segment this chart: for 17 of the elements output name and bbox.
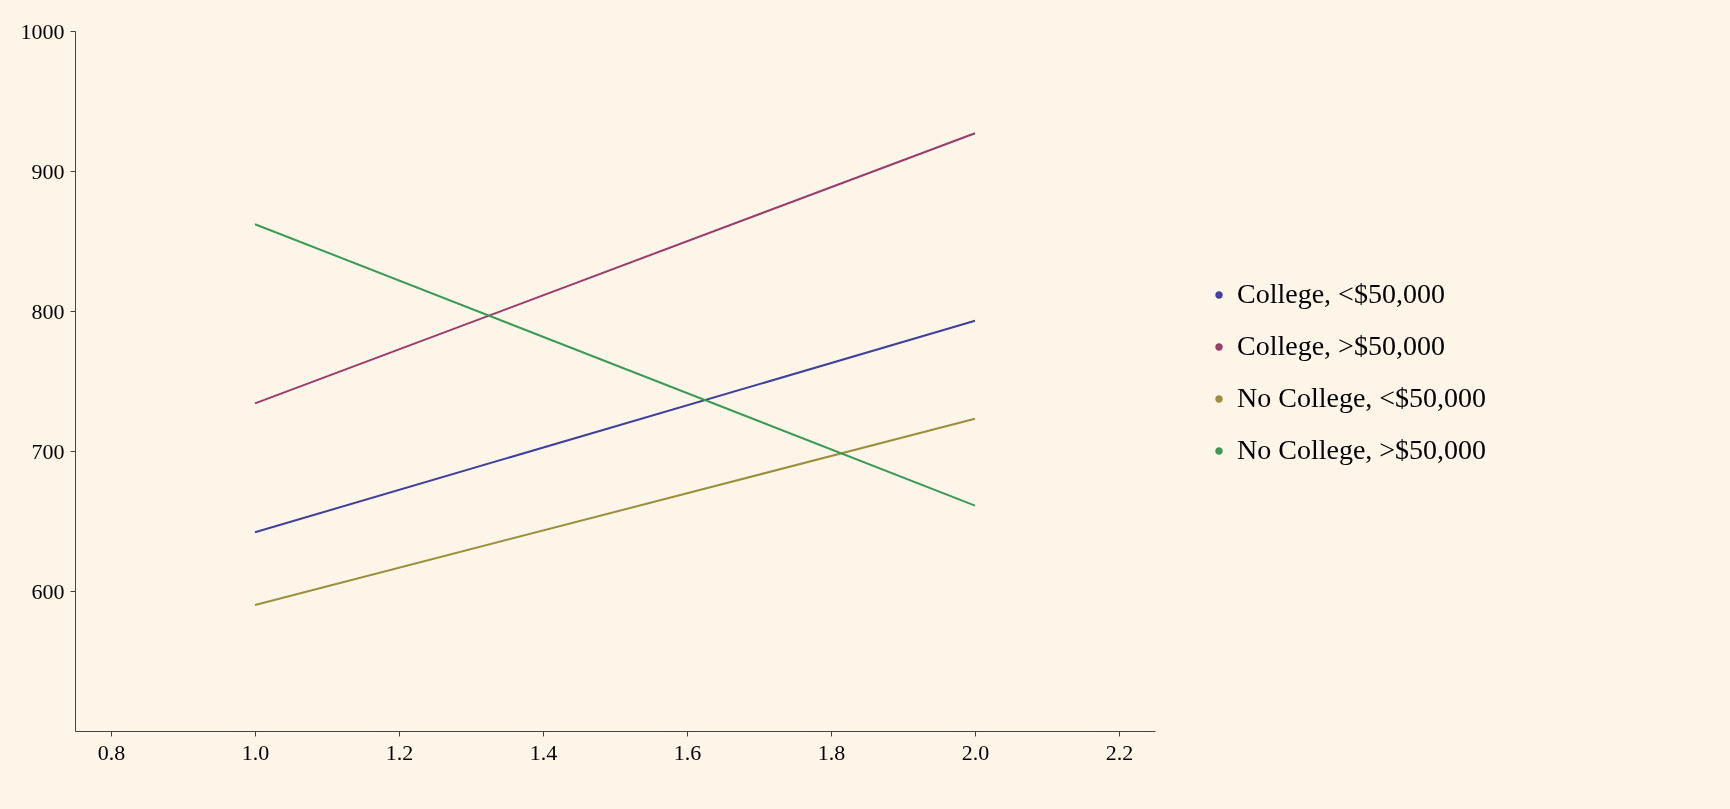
y-tick-label: 1000: [20, 18, 65, 44]
x-tick-label: 1.0: [241, 739, 270, 765]
y-tick-label: 900: [31, 158, 65, 184]
x-tick-label: 1.8: [817, 739, 846, 765]
x-tick-label: 2.0: [961, 739, 990, 765]
legend-label: College, <$50,000: [1237, 278, 1445, 309]
x-tick-label: 1.4: [529, 739, 558, 765]
x-tick-label: 1.2: [385, 739, 414, 765]
y-tick-label: 600: [31, 578, 65, 604]
x-tick-label: 2.2: [1105, 739, 1134, 765]
legend-label: No College, <$50,000: [1237, 382, 1487, 413]
y-tick-label: 800: [31, 298, 65, 324]
y-tick-label: 700: [31, 438, 65, 464]
x-tick-label: 0.8: [97, 739, 126, 765]
legend-label: No College, >$50,000: [1237, 434, 1487, 465]
x-tick-label: 1.6: [673, 739, 702, 765]
legend-label: College, >$50,000: [1237, 330, 1445, 361]
